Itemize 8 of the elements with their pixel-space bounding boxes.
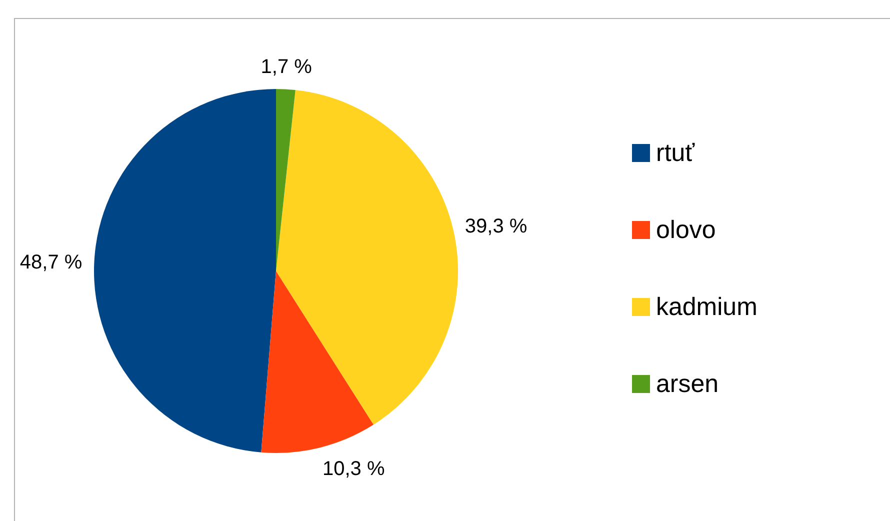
data-label: 48,7 %	[20, 252, 82, 274]
legend-label: kadmium	[656, 292, 758, 322]
data-label: 39,3 %	[464, 215, 528, 238]
legend-label: rtuť	[656, 138, 695, 168]
legend-label: arsen	[656, 370, 719, 398]
data-label: 10,3 %	[322, 458, 385, 480]
data-label: 1,7 %	[260, 56, 312, 78]
legend-label: olovo	[656, 216, 716, 244]
